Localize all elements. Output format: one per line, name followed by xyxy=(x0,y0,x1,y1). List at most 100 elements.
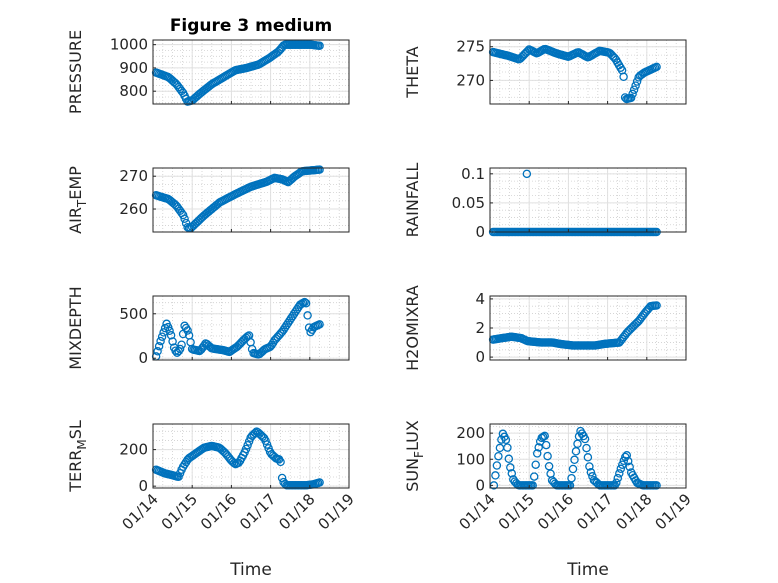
data-point xyxy=(568,464,578,474)
x-tick-label: 01/19 xyxy=(315,490,358,533)
y-tick-label: 800 xyxy=(119,82,148,100)
x-tick-label: 01/17 xyxy=(236,490,279,533)
y-tick-label: 260 xyxy=(119,200,148,218)
data-point xyxy=(580,434,590,444)
y-axis-label: H2OMIXRA xyxy=(403,285,422,371)
data-point xyxy=(506,463,515,472)
data-point xyxy=(492,461,502,470)
data-point xyxy=(585,462,594,471)
data-point xyxy=(491,471,500,480)
axes-frame xyxy=(489,167,687,233)
axes-frame xyxy=(489,39,687,105)
y-tick-label: 1000 xyxy=(110,36,148,54)
y-tick-label: 0 xyxy=(475,348,485,366)
x-tick-label: 01/17 xyxy=(573,490,616,533)
data-point xyxy=(171,346,180,355)
y-tick-label: 200 xyxy=(119,441,148,459)
data-point xyxy=(582,443,591,453)
data-point xyxy=(615,469,624,478)
y-tick-label: 270 xyxy=(456,71,485,89)
subplot-pressure: 800 900 1000 PRESSURE xyxy=(66,30,350,114)
data-series xyxy=(151,427,324,490)
data-point xyxy=(531,460,540,469)
data-point xyxy=(303,311,312,320)
y-axis-label: PRESSURE xyxy=(66,30,85,114)
data-point xyxy=(163,322,173,332)
data-point xyxy=(168,337,177,346)
axes-frame xyxy=(152,423,350,489)
data-series xyxy=(489,426,661,490)
y-tick-label: 0 xyxy=(138,477,148,495)
data-point xyxy=(315,478,324,487)
data-point xyxy=(618,460,627,469)
y-axis-label: MIXDEPTH xyxy=(66,286,85,369)
axes-frame xyxy=(152,167,350,233)
data-point xyxy=(534,443,543,452)
data-point xyxy=(180,214,189,223)
data-series xyxy=(151,165,324,233)
data-point xyxy=(153,347,162,356)
y-tick-label: 500 xyxy=(119,305,148,323)
axes-frame xyxy=(152,295,350,361)
y-tick-label: 200 xyxy=(456,424,485,442)
y-tick-label: 275 xyxy=(456,38,485,56)
data-point xyxy=(241,444,251,454)
data-point xyxy=(315,320,324,329)
data-series xyxy=(151,40,324,106)
data-point xyxy=(626,93,636,103)
data-point xyxy=(612,478,621,487)
data-point xyxy=(541,440,551,450)
axes-background xyxy=(490,168,686,232)
data-point xyxy=(532,449,542,458)
y-axis-label: RAINFALL xyxy=(403,163,422,238)
axes-frame xyxy=(489,423,687,489)
data-point xyxy=(529,472,539,481)
y-tick-label: 0 xyxy=(138,349,148,367)
data-point xyxy=(157,332,167,341)
y-tick-label: 270 xyxy=(119,167,148,185)
data-point xyxy=(315,41,324,51)
figure-title: Figure 3 medium xyxy=(170,16,332,36)
y-tick-label: 900 xyxy=(119,59,148,77)
y-tick-label: 0.1 xyxy=(461,165,485,183)
x-axis-label: Time xyxy=(229,560,272,580)
axes-background xyxy=(490,424,686,488)
data-point xyxy=(538,432,548,442)
x-tick-label: 01/16 xyxy=(534,490,577,533)
data-point xyxy=(175,344,185,354)
data-point xyxy=(507,469,517,478)
data-point xyxy=(629,85,639,94)
subplot-mixdepth: 0 500 MIXDEPTH xyxy=(66,286,350,370)
data-point xyxy=(625,462,634,472)
data-point xyxy=(501,435,511,445)
x-tick-label: 01/16 xyxy=(197,490,240,533)
data-point xyxy=(494,451,503,461)
data-point xyxy=(178,210,188,220)
data-point xyxy=(166,331,176,340)
data-point xyxy=(276,457,285,467)
data-point xyxy=(628,89,637,99)
data-point xyxy=(570,455,579,465)
y-tick-label: 0 xyxy=(475,476,485,494)
data-point xyxy=(616,464,626,474)
x-tick-label: 01/15 xyxy=(495,490,538,533)
data-point xyxy=(183,326,192,335)
axes-background xyxy=(153,168,349,232)
data-point xyxy=(315,165,324,174)
y-axis-label: TERRMSL xyxy=(66,420,89,493)
data-point xyxy=(613,473,623,483)
data-point xyxy=(583,453,593,462)
x-tick-label: 01/19 xyxy=(652,490,695,533)
y-tick-label: 100 xyxy=(456,450,485,468)
axes-background xyxy=(153,40,349,104)
x-tick-label: 01/18 xyxy=(612,490,655,533)
data-point xyxy=(586,468,596,477)
data-point xyxy=(177,340,186,349)
subplot-air_temp: 260 270 AIRTEMP xyxy=(66,165,350,234)
data-series xyxy=(488,301,661,350)
axes-frame xyxy=(152,39,350,105)
y-tick-label: 0.05 xyxy=(452,194,485,212)
x-tick-label: 01/15 xyxy=(158,490,201,533)
